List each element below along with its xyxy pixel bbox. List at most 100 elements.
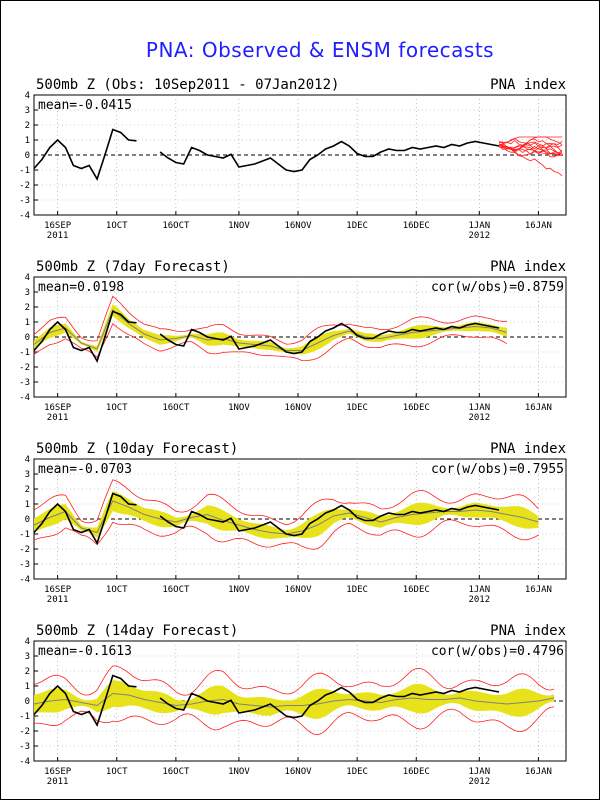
panel-index-label-1: PNA index [490, 259, 566, 275]
x-tick-sub-1-7: 2012 [468, 413, 490, 423]
x-tick-sub-0-0: 2011 [47, 231, 69, 241]
y-tick-label-2-8: -4 [19, 575, 30, 585]
observed-line-1-1 [159, 322, 500, 355]
x-tick-sub-1-0: 2011 [47, 413, 69, 423]
panel-index-label-2: PNA index [490, 441, 566, 457]
y-tick-label-1-4: 0 [25, 333, 30, 343]
panel-title-0: 500mb Z (Obs: 10Sep2011 - 07Jan2012) [36, 77, 339, 93]
panel-title-2: 500mb Z (10day Forecast) [36, 441, 238, 457]
observed-line-3-1 [159, 686, 500, 719]
y-tick-label-1-0: 4 [25, 273, 30, 283]
x-tick-label-2-2: 16OCT [162, 585, 190, 595]
y-tick-label-2-5: -1 [19, 530, 30, 540]
x-tick-label-0-3: 1NOV [228, 221, 250, 231]
x-tick-label-3-7: 1JAN [468, 767, 490, 777]
x-tick-label-3-0: 16SEP [44, 767, 72, 777]
ensemble-min-line-3 [33, 706, 555, 736]
y-tick-label-0-0: 4 [25, 91, 30, 101]
y-tick-label-2-7: -3 [19, 560, 30, 570]
observed-line-1-0 [33, 310, 137, 363]
y-tick-label-2-0: 4 [25, 455, 30, 465]
ensemble-mean-line-3 [33, 692, 555, 708]
x-tick-label-0-1: 1OCT [106, 221, 128, 231]
ensemble-member-11 [499, 137, 563, 152]
x-tick-label-3-5: 1DEC [346, 767, 368, 777]
ensemble-member-8 [498, 141, 563, 157]
ensemble-max-line-3 [33, 665, 555, 696]
x-tick-label-1-3: 1NOV [228, 403, 250, 413]
correlation-label-3: cor(w/obs)=0.4796 [431, 644, 564, 659]
observed-line-2-0 [33, 492, 137, 545]
y-tick-label-0-4: 0 [25, 151, 30, 161]
ensemble-member-5 [498, 139, 563, 150]
x-tick-label-1-6: 16DEC [403, 403, 430, 413]
y-tick-label-0-6: -2 [19, 181, 30, 191]
x-tick-label-3-8: 16JAN [525, 767, 552, 777]
x-tick-label-2-3: 1NOV [228, 585, 250, 595]
ensemble-member-7 [499, 146, 563, 177]
panel-index-label-3: PNA index [490, 623, 566, 639]
mean-label-3: mean=-0.1613 [38, 644, 132, 659]
y-tick-label-1-8: -4 [19, 393, 30, 403]
y-tick-label-2-3: 1 [25, 500, 30, 510]
x-tick-label-2-7: 1JAN [468, 585, 490, 595]
x-tick-label-0-2: 16OCT [162, 221, 190, 231]
correlation-label-2: cor(w/obs)=0.7955 [431, 462, 564, 477]
panel-title-1: 500mb Z (7day Forecast) [36, 259, 230, 275]
y-tick-label-3-3: 1 [25, 682, 30, 692]
x-tick-label-0-8: 16JAN [525, 221, 552, 231]
x-tick-label-1-0: 16SEP [44, 403, 72, 413]
x-tick-label-2-6: 16DEC [403, 585, 430, 595]
x-tick-label-1-1: 1OCT [106, 403, 128, 413]
x-tick-label-2-5: 1DEC [346, 585, 368, 595]
y-tick-label-1-1: 3 [25, 288, 30, 298]
x-tick-label-0-6: 16DEC [403, 221, 430, 231]
x-tick-label-0-5: 1DEC [346, 221, 368, 231]
x-tick-sub-2-7: 2012 [468, 595, 490, 605]
y-tick-label-3-4: 0 [25, 697, 30, 707]
mean-label-1: mean=0.0198 [38, 280, 124, 295]
x-tick-label-1-4: 16NOV [284, 403, 312, 413]
ensemble-min-line-2 [33, 519, 539, 550]
panel-index-label-0: PNA index [490, 77, 566, 93]
y-tick-label-0-7: -3 [19, 196, 30, 206]
y-tick-label-3-1: 3 [25, 652, 30, 662]
y-tick-label-1-7: -3 [19, 378, 30, 388]
y-tick-label-3-2: 2 [25, 667, 30, 677]
x-tick-sub-3-7: 2012 [468, 777, 490, 787]
mean-label-2: mean=-0.0703 [38, 462, 132, 477]
y-tick-label-2-6: -2 [19, 545, 30, 555]
x-tick-label-1-8: 16JAN [525, 403, 552, 413]
mean-label-0: mean=-0.0415 [38, 98, 132, 113]
y-tick-label-0-2: 2 [25, 121, 30, 131]
y-tick-label-0-1: 3 [25, 106, 30, 116]
x-tick-label-2-0: 16SEP [44, 585, 72, 595]
y-tick-label-2-1: 3 [25, 470, 30, 480]
x-tick-label-2-1: 1OCT [106, 585, 128, 595]
y-tick-label-0-5: -1 [19, 166, 30, 176]
spread-envelope-3 [34, 680, 555, 719]
y-tick-label-3-6: -2 [19, 727, 30, 737]
y-tick-label-0-8: -4 [19, 211, 30, 221]
y-tick-label-2-4: 0 [25, 515, 30, 525]
x-tick-sub-0-7: 2012 [468, 231, 490, 241]
correlation-label-1: cor(w/obs)=0.8759 [431, 280, 564, 295]
y-tick-label-1-2: 2 [25, 303, 30, 313]
y-tick-label-3-0: 4 [25, 637, 30, 647]
y-tick-label-2-2: 2 [25, 485, 30, 495]
x-tick-label-1-2: 16OCT [162, 403, 190, 413]
x-tick-label-3-3: 1NOV [228, 767, 250, 777]
x-tick-label-1-5: 1DEC [346, 403, 368, 413]
y-tick-label-1-5: -1 [19, 348, 30, 358]
ensemble-member-9 [498, 140, 563, 152]
y-tick-label-1-3: 1 [25, 318, 30, 328]
x-tick-label-2-8: 16JAN [525, 585, 552, 595]
observed-line-0-1 [159, 140, 500, 173]
x-tick-label-2-4: 16NOV [284, 585, 312, 595]
x-tick-label-0-7: 1JAN [468, 221, 490, 231]
y-tick-label-0-3: 1 [25, 136, 30, 146]
x-tick-label-1-7: 1JAN [468, 403, 490, 413]
x-tick-label-0-0: 16SEP [44, 221, 72, 231]
x-tick-label-0-4: 16NOV [284, 221, 312, 231]
